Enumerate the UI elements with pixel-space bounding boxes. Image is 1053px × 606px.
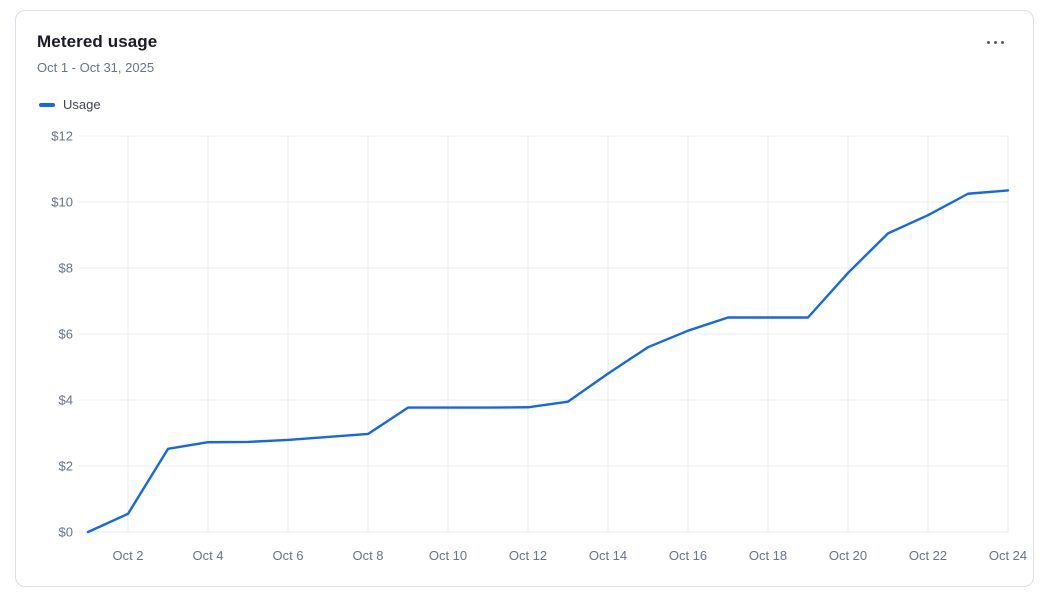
y-axis-tick-label: $6 [59,327,73,342]
x-axis-tick-label: Oct 6 [272,548,303,563]
y-axis-tick-label: $0 [59,525,73,540]
usage-series-line [86,189,1010,534]
chart-legend: Usage [39,97,101,112]
metered-usage-card: Metered usage Oct 1 - Oct 31, 2025 Usage [15,10,1034,587]
x-axis-tick-label: Oct 14 [589,548,627,563]
ellipsis-icon [1000,40,1004,44]
y-axis-tick-label: $10 [51,195,73,210]
x-axis-tick-label: Oct 20 [829,548,867,563]
x-axis-tick-label: Oct 2 [112,548,143,563]
overflow-menu-button[interactable] [981,33,1009,51]
x-axis-tick-label: Oct 24 [989,548,1027,563]
x-axis-tick-label: Oct 16 [669,548,707,563]
x-axis-tick-label: Oct 8 [352,548,383,563]
y-axis-tick-label: $12 [51,129,73,144]
x-axis-tick-label: Oct 10 [429,548,467,563]
x-axis-tick-label: Oct 12 [509,548,547,563]
x-axis-tick-label: Oct 4 [192,548,223,563]
legend-label: Usage [63,97,101,112]
y-axis-tick-label: $2 [59,459,73,474]
x-axis-tick-label: Oct 22 [909,548,947,563]
ellipsis-icon [993,40,997,44]
y-axis-tick-label: $4 [59,393,73,408]
ellipsis-icon [986,40,990,44]
x-axis-tick-label: Oct 18 [749,548,787,563]
y-axis-tick-label: $8 [59,261,73,276]
page-title: Metered usage [37,32,158,51]
usage-line-chart: Oct 2 Oct 4 Oct 6 Oct 8 Oct 10 Oct 12 Oct 14 Oc… [51,129,1027,564]
usage-series-swatch-icon [39,102,55,107]
date-range-label: Oct 1 - Oct 31, 2025 [37,60,155,75]
